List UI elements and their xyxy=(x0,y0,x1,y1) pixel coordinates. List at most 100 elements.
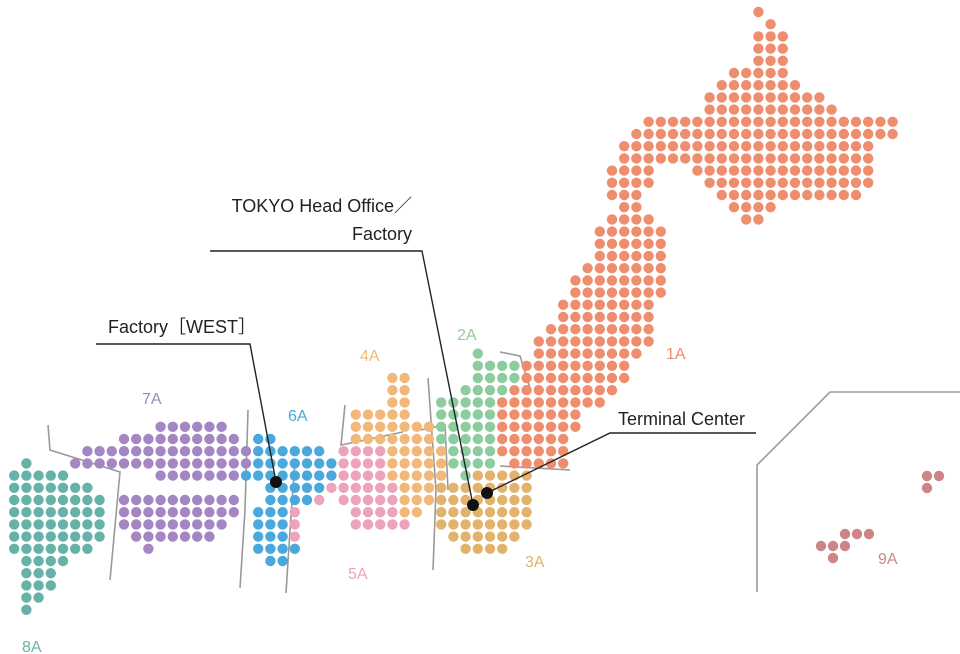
region-dot xyxy=(765,141,776,152)
region-dot xyxy=(338,482,349,493)
region-dot xyxy=(704,116,715,128)
region-dot xyxy=(594,336,605,347)
region-dot xyxy=(533,409,544,420)
region-dot xyxy=(423,494,435,506)
region-dot xyxy=(9,470,20,481)
region-dot xyxy=(57,555,69,567)
region-dot xyxy=(619,165,630,176)
region-dot xyxy=(570,409,581,420)
region-dot xyxy=(106,446,118,457)
region-dot xyxy=(643,153,654,164)
region-dot xyxy=(728,92,740,103)
region-dot xyxy=(667,128,679,140)
region-dot xyxy=(362,507,374,518)
region-dot xyxy=(631,153,642,164)
region-dot xyxy=(204,494,215,506)
region-dot xyxy=(643,250,654,262)
region-dot xyxy=(497,446,508,457)
region-dot xyxy=(594,324,605,335)
region-dot xyxy=(301,470,313,481)
region-dot xyxy=(387,385,398,396)
region-dot xyxy=(45,531,56,542)
region-dot xyxy=(45,580,56,591)
region-dot xyxy=(570,348,581,359)
region-dot xyxy=(436,421,447,432)
region-dot xyxy=(155,458,166,469)
region-dot xyxy=(777,104,788,115)
region-dot xyxy=(350,458,361,469)
region-dot xyxy=(167,433,178,445)
callout-tokyo-leader xyxy=(210,250,474,506)
region-dot xyxy=(192,507,203,518)
region-dot xyxy=(545,336,557,347)
region-dot xyxy=(399,446,410,457)
region-dot xyxy=(277,494,288,506)
region-dot xyxy=(594,372,605,384)
region-dot xyxy=(826,128,837,140)
region-dot xyxy=(45,482,56,493)
region-dot xyxy=(21,458,32,469)
region-dot xyxy=(387,507,398,518)
region-dot xyxy=(362,519,374,530)
region-dot xyxy=(765,31,776,42)
region-dot xyxy=(411,446,422,457)
region-dot xyxy=(192,421,203,432)
region-dot xyxy=(497,433,508,445)
region-dot xyxy=(265,494,276,506)
region-dot xyxy=(240,458,252,469)
region-dot xyxy=(143,446,154,457)
region-dot xyxy=(179,519,191,530)
region-dot xyxy=(594,238,605,249)
region-dot xyxy=(472,519,483,530)
region-dot xyxy=(606,165,618,176)
region-dot xyxy=(179,507,191,518)
region-dot xyxy=(399,421,410,432)
region-dot xyxy=(863,128,874,140)
region-dot xyxy=(448,482,459,493)
region-dot xyxy=(448,531,459,542)
region-dot xyxy=(411,433,422,445)
region-dot xyxy=(472,360,483,371)
region-dot xyxy=(582,360,593,371)
region-dot xyxy=(472,421,483,432)
region-dot xyxy=(448,446,459,457)
region-dot xyxy=(131,531,142,542)
region-dot xyxy=(70,482,81,493)
region-dot xyxy=(436,519,447,530)
region-dot xyxy=(814,165,825,176)
region-dot xyxy=(131,494,142,506)
region-dot xyxy=(314,482,325,493)
region-dot xyxy=(265,555,276,567)
region-dot xyxy=(423,458,435,469)
region-dot xyxy=(619,336,630,347)
region-dot xyxy=(131,433,142,445)
region-dot xyxy=(45,519,56,530)
region-dot xyxy=(265,519,276,530)
region-dot xyxy=(789,189,801,201)
region-dot xyxy=(558,397,569,408)
region-dot xyxy=(204,433,215,445)
region-dot xyxy=(619,287,630,298)
region-dot xyxy=(753,165,764,176)
region-dot xyxy=(192,531,203,542)
region-dot xyxy=(753,153,764,164)
region-dot xyxy=(631,263,642,274)
region-dot xyxy=(436,433,447,445)
region-dot xyxy=(839,528,851,540)
region-dot xyxy=(484,409,496,420)
region-dot xyxy=(57,482,69,493)
region-dot xyxy=(521,519,532,530)
region-dot xyxy=(265,507,276,518)
region-dot xyxy=(338,494,349,506)
callout-terminal-label: Terminal Center xyxy=(618,409,745,429)
region-9a-dots xyxy=(815,470,945,564)
region-dot xyxy=(887,128,898,140)
region-dot xyxy=(850,153,862,164)
region-dot xyxy=(728,177,740,188)
region-dot xyxy=(765,165,776,176)
region-dot xyxy=(741,189,752,201)
region-dot xyxy=(802,189,813,201)
region-dot xyxy=(326,482,337,493)
region-dot xyxy=(558,385,569,396)
